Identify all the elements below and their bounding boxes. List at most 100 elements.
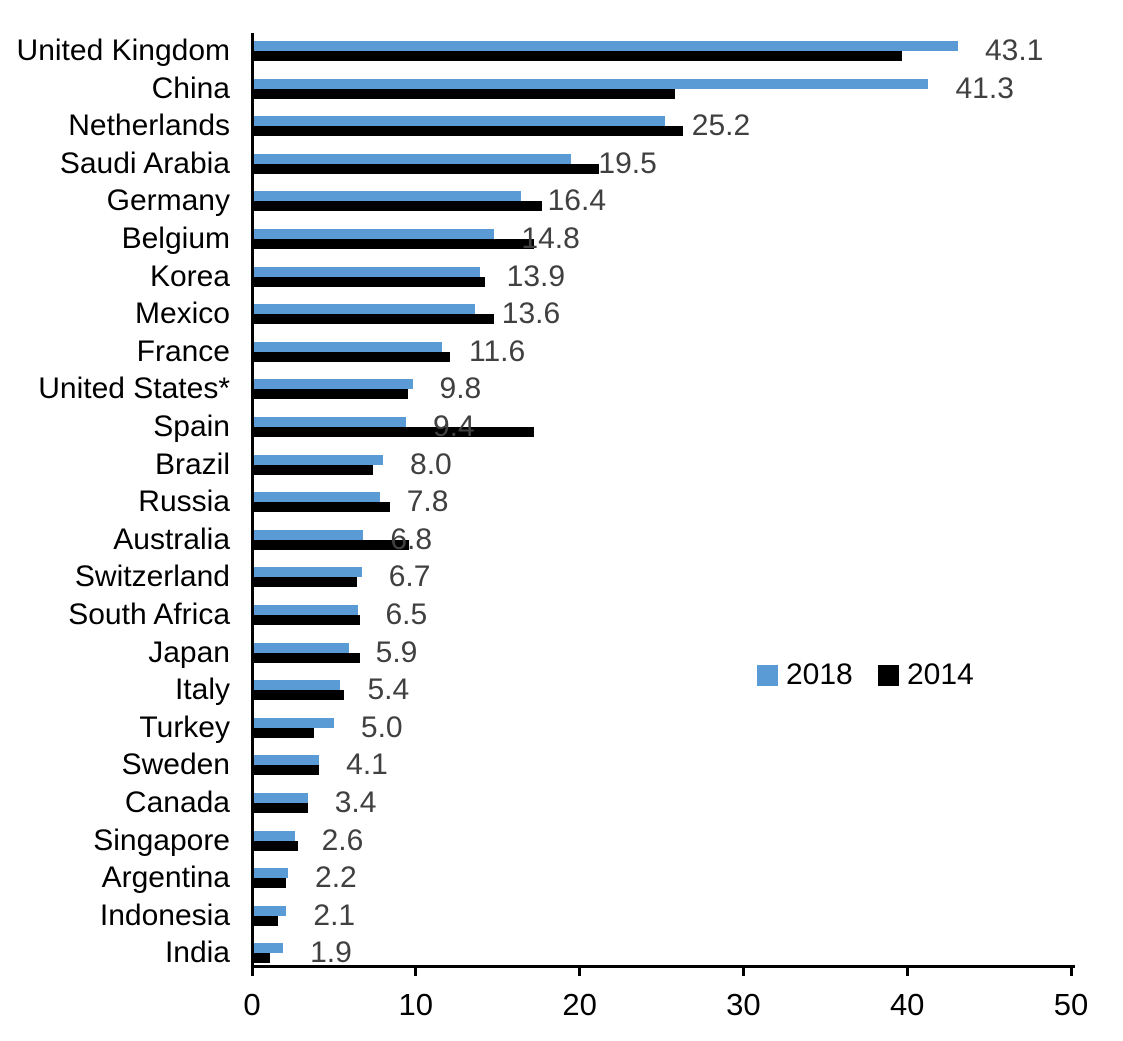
bar-2018 — [252, 905, 287, 916]
bar-2018 — [252, 454, 384, 465]
category-label: United States* — [38, 372, 230, 406]
bar-2014 — [252, 201, 542, 212]
category-label: Singapore — [93, 823, 230, 857]
bar-2014 — [252, 577, 357, 588]
value-label: 2.6 — [321, 823, 364, 857]
category-label: Netherlands — [68, 109, 230, 143]
bar-2014 — [252, 163, 600, 174]
bar-2014 — [252, 727, 315, 738]
x-axis-tick-mark — [578, 965, 582, 976]
bar-2018 — [252, 755, 320, 766]
category-label: Japan — [148, 635, 230, 669]
x-axis-tick-label: 20 — [562, 987, 597, 1022]
category-label: Canada — [124, 786, 230, 819]
value-label: 4.1 — [346, 748, 388, 782]
x-axis-tick-mark — [905, 965, 909, 976]
category-label: India — [164, 936, 230, 970]
x-axis-tick-label: 50 — [1053, 987, 1089, 1022]
category-label: Turkey — [139, 710, 230, 744]
bar-2018 — [252, 153, 572, 164]
value-label: 41.3 — [955, 71, 1014, 105]
category-label: Italy — [174, 673, 230, 707]
bar-2014 — [252, 351, 451, 362]
bar-2014 — [252, 464, 374, 475]
category-label: Korea — [149, 259, 230, 293]
bar-2014 — [252, 502, 390, 513]
bar-2018 — [252, 529, 364, 540]
legend-label-2018: 2018 — [786, 658, 853, 691]
bar-2018 — [252, 78, 929, 89]
legend-swatch-2014 — [878, 665, 899, 686]
bar-2014 — [252, 652, 361, 663]
value-label: 8.0 — [410, 447, 452, 481]
bar-2018 — [252, 304, 475, 315]
value-label: 11.6 — [469, 334, 526, 368]
category-label: China — [151, 71, 230, 105]
bar-2018 — [252, 417, 406, 427]
bar-2018 — [252, 680, 341, 691]
x-axis-tick-mark — [250, 965, 254, 976]
x-axis-line — [251, 965, 1075, 968]
category-label: Australia — [113, 522, 230, 556]
x-axis-tick-label: 40 — [889, 987, 925, 1022]
value-label: 13.6 — [501, 297, 561, 331]
bar-2018 — [252, 717, 334, 728]
x-axis-tick-mark — [1069, 965, 1073, 976]
value-label: 3.4 — [334, 786, 377, 819]
category-label: South Africa — [68, 598, 230, 631]
category-label: Switzerland — [74, 560, 230, 594]
x-axis-tick-label: 0 — [243, 987, 261, 1022]
value-label: 9.4 — [432, 410, 475, 443]
x-axis-tick-mark — [741, 965, 745, 976]
bar-2018 — [252, 793, 308, 803]
category-label: Indonesia — [99, 898, 230, 932]
bar-2014 — [252, 88, 675, 99]
bar-2018 — [252, 605, 359, 615]
value-label: 6.8 — [390, 522, 433, 556]
value-label: 6.7 — [388, 560, 431, 594]
value-label: 16.4 — [547, 184, 607, 218]
bar-2014 — [252, 314, 495, 325]
category-label: Sweden — [121, 748, 230, 782]
category-label: Argentina — [101, 861, 230, 895]
bar-2018 — [252, 830, 295, 841]
bar-2018 — [252, 567, 362, 578]
bar-2018 — [252, 642, 349, 653]
bar-2014 — [252, 765, 320, 776]
bar-2014 — [252, 239, 534, 249]
value-label: 5.0 — [360, 710, 403, 744]
value-label: 25.2 — [691, 109, 751, 143]
bar-2018 — [252, 116, 665, 127]
bar-2014 — [252, 803, 308, 813]
category-label: United Kingdom — [16, 34, 230, 67]
value-label: 1.9 — [310, 936, 352, 970]
category-label: Russia — [138, 485, 230, 519]
bar-2014 — [252, 51, 903, 61]
category-label: Saudi Arabia — [59, 146, 230, 180]
bar-2018 — [252, 492, 380, 503]
bar-2018 — [252, 379, 413, 390]
value-label: 19.5 — [598, 146, 657, 180]
category-label: Belgium — [121, 222, 230, 255]
value-label: 6.5 — [385, 598, 428, 631]
bar-2018 — [252, 868, 289, 879]
category-label: Spain — [153, 410, 230, 443]
bar-2014 — [252, 915, 279, 926]
value-label: 14.8 — [521, 222, 580, 255]
value-label: 9.8 — [439, 372, 482, 406]
bar-2018 — [252, 266, 480, 277]
y-axis-line — [251, 33, 254, 968]
bar-2014 — [252, 840, 298, 851]
value-label: 2.1 — [313, 898, 356, 932]
x-axis-tick-label: 10 — [398, 987, 434, 1022]
bar-2018 — [252, 341, 442, 352]
category-label: Brazil — [154, 447, 230, 481]
legend-swatch-2018 — [757, 665, 778, 686]
bar-2018 — [252, 41, 958, 51]
category-label: France — [136, 334, 230, 368]
value-label: 7.8 — [406, 485, 449, 519]
bar-2014 — [252, 276, 485, 287]
bar-2014 — [252, 615, 361, 625]
bar-2014 — [252, 539, 410, 550]
